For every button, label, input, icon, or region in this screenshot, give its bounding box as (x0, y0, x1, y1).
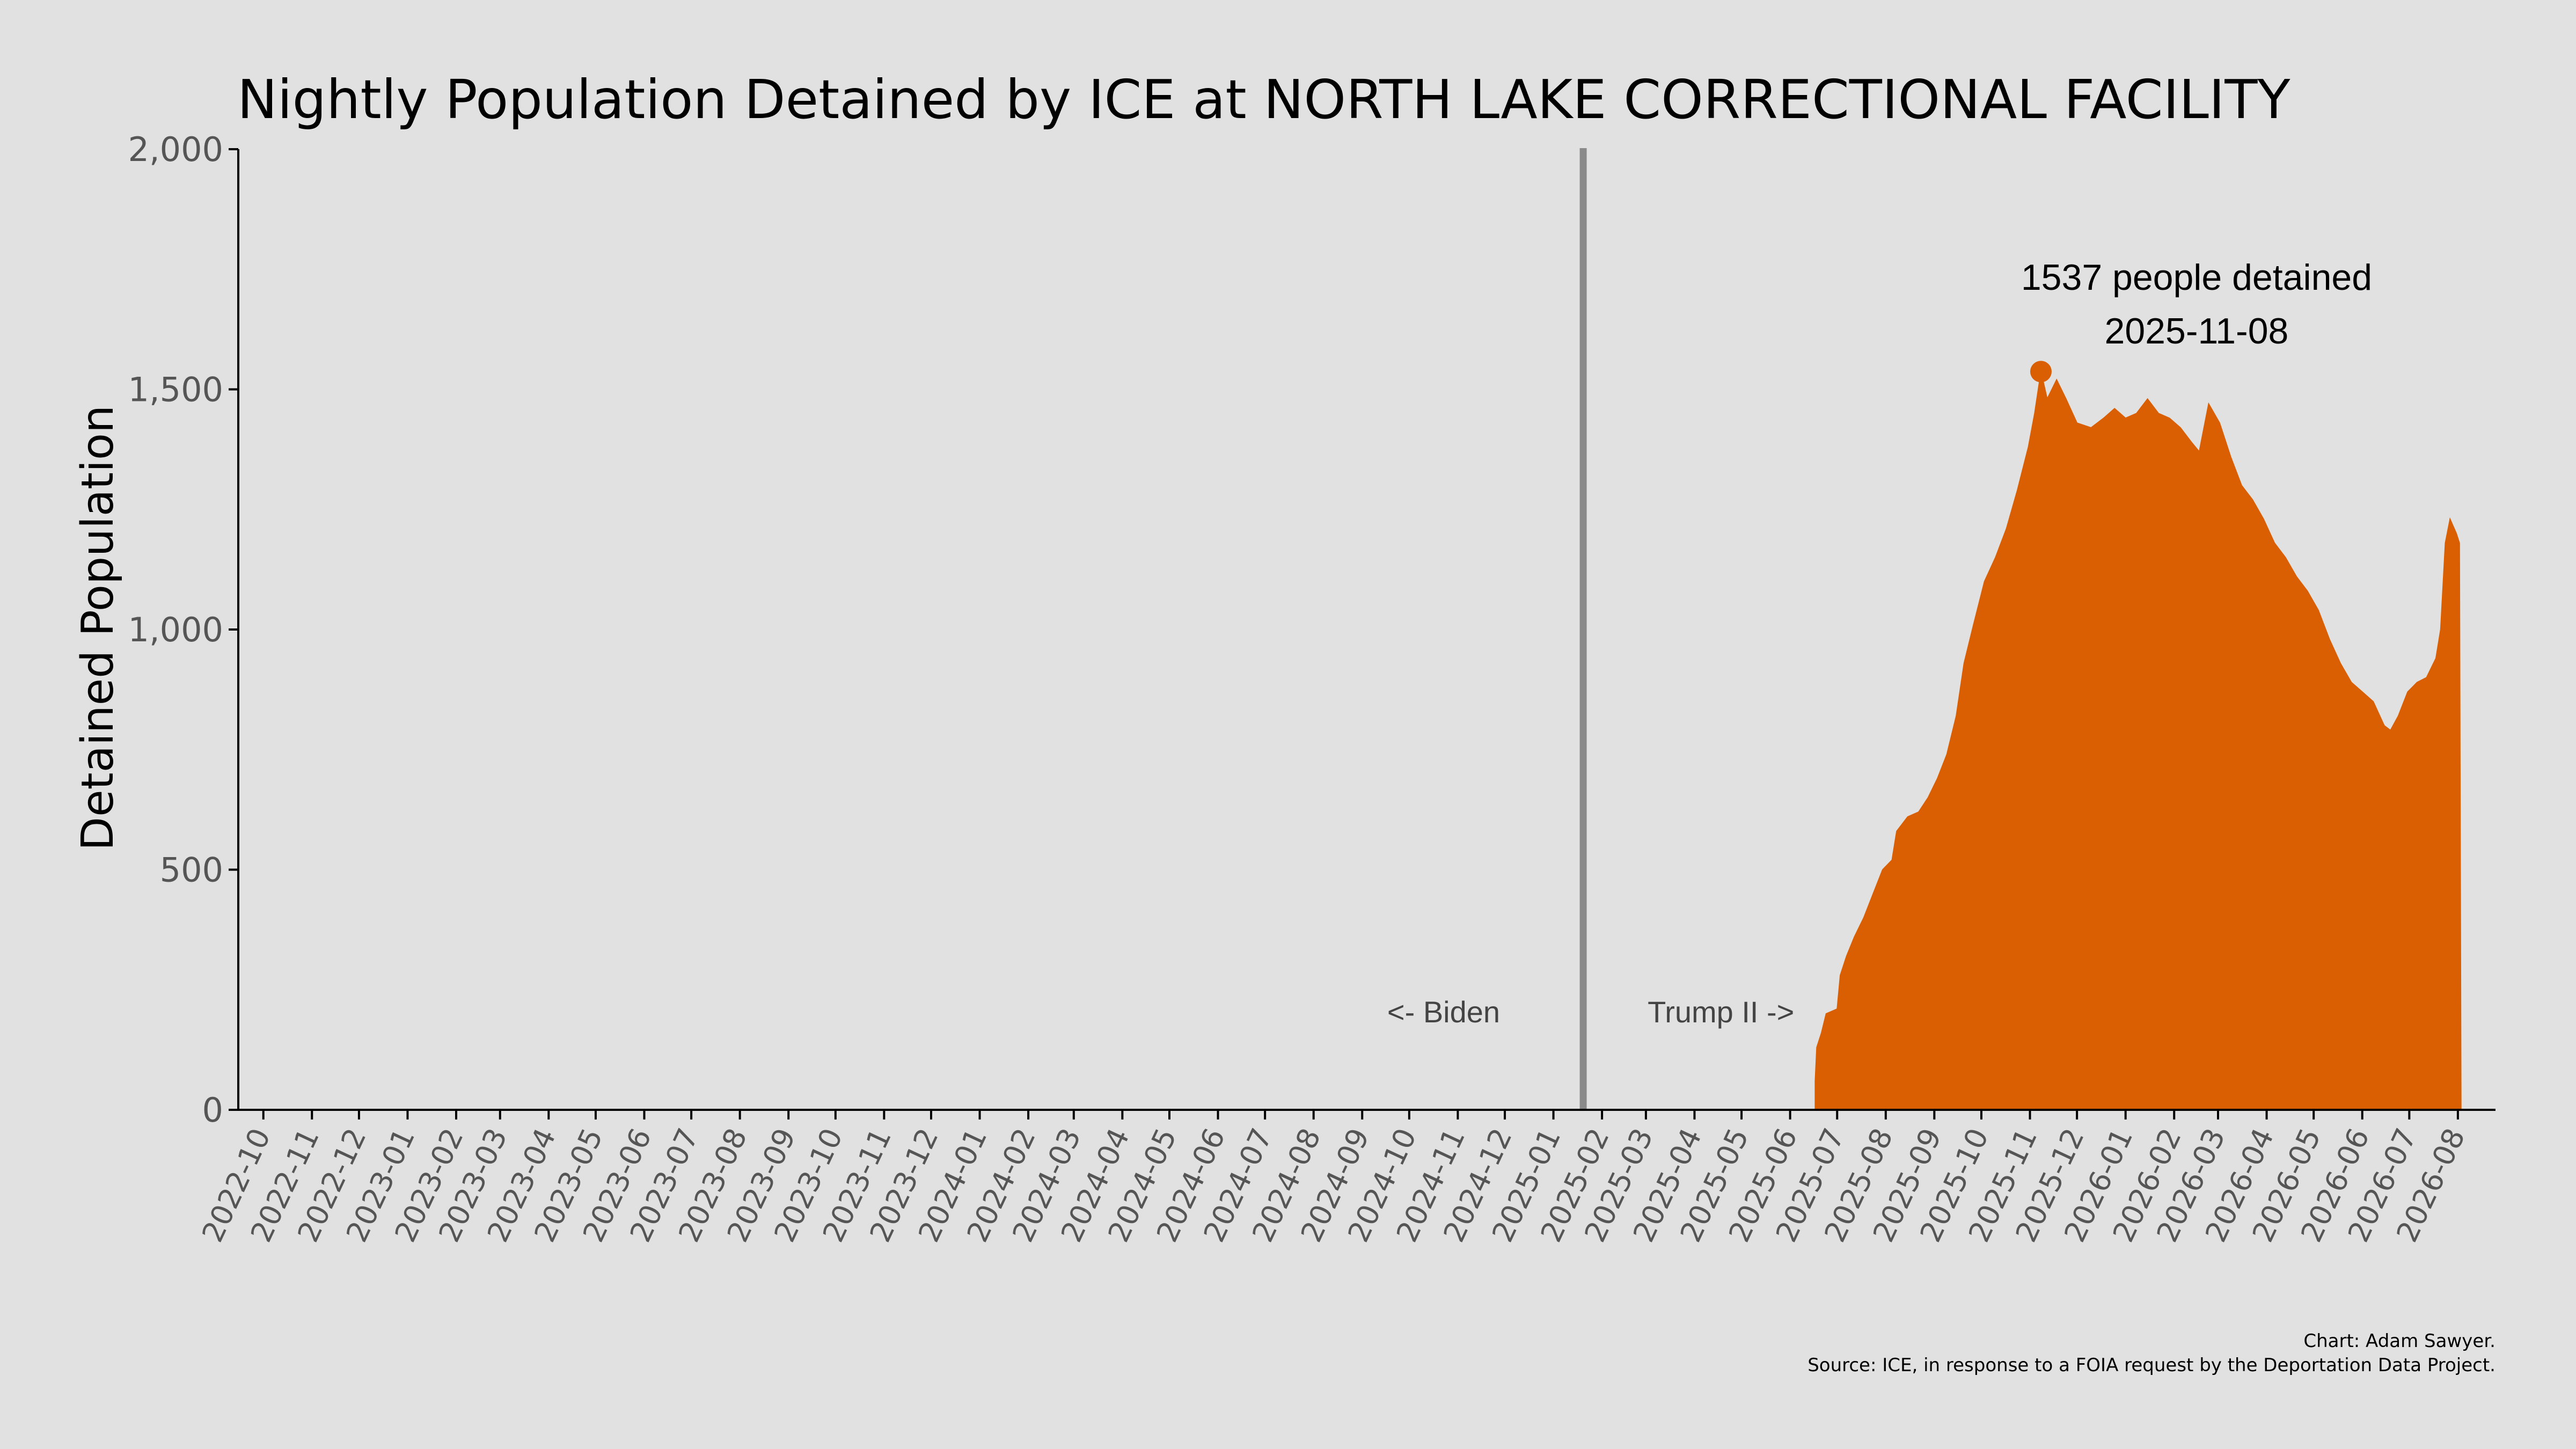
y-axis: 0 500 1,000 1,500 2,000 (128, 130, 239, 1130)
peak-marker (2030, 361, 2052, 383)
y-tick-label: 1,500 (128, 370, 224, 409)
x-axis: 2022-102022-112022-122023-012023-022023-… (195, 1109, 2496, 1247)
chart-title: Nightly Population Detained by ICE at NO… (237, 68, 2290, 131)
y-tick-label: 2,000 (128, 130, 224, 169)
y-axis-label: Detained Population (72, 405, 123, 851)
y-tick-label: 500 (160, 851, 223, 890)
peak-annotation-count: 1537 people detained (2021, 257, 2372, 298)
credit-source: Source: ICE, in response to a FOIA reque… (1807, 1355, 2496, 1376)
y-tick-label: 0 (202, 1091, 223, 1130)
peak-annotation-date: 2025-11-08 (2105, 311, 2289, 352)
plot-area: 0 500 1,000 1,500 2,000 2022-102022-112022-1… (128, 130, 2496, 1247)
y-tick-label: 1,000 (128, 610, 224, 649)
credit-author: Chart: Adam Sawyer. (2303, 1330, 2496, 1352)
trump-era-label: Trump II -> (1648, 995, 1794, 1029)
series-area (1814, 371, 2462, 1110)
biden-era-label: <- Biden (1387, 995, 1500, 1029)
